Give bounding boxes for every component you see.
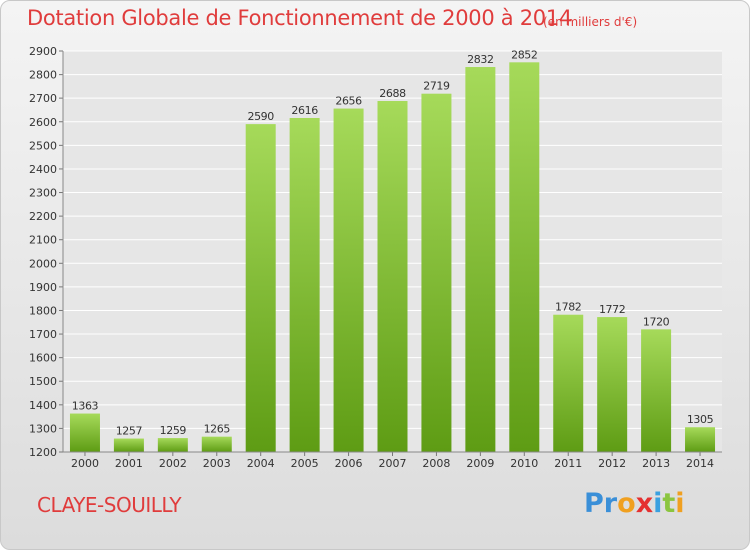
y-tick-label: 2800	[29, 69, 57, 82]
logo-letter: i	[653, 488, 663, 519]
proxiti-logo: Proxiti	[584, 488, 685, 519]
logo-letter: x	[635, 488, 654, 519]
x-tick-label: 2006	[335, 457, 363, 470]
y-tick-label: 2100	[29, 234, 57, 247]
value-label: 2719	[423, 80, 450, 93]
value-label: 1257	[116, 425, 143, 438]
bar	[201, 436, 232, 452]
y-tick-label: 2000	[29, 257, 57, 270]
x-tick-label: 2004	[247, 457, 275, 470]
logo-letter: P	[584, 488, 604, 519]
bar	[465, 67, 496, 452]
bar	[597, 317, 628, 452]
x-tick-label: 2009	[466, 457, 494, 470]
value-label: 2832	[467, 53, 493, 66]
logo-letter: r	[603, 488, 618, 519]
x-tick-label: 2007	[379, 457, 407, 470]
x-tick-label: 2010	[510, 457, 538, 470]
bar	[509, 62, 540, 452]
y-tick-label: 1500	[29, 375, 57, 388]
y-tick-label: 2600	[29, 116, 57, 129]
value-label: 1720	[643, 315, 670, 328]
x-tick-label: 2008	[422, 457, 450, 470]
x-tick-label: 2012	[598, 457, 626, 470]
value-label: 1363	[72, 400, 99, 413]
y-tick-label: 1400	[29, 399, 57, 412]
labels: 1200 1300 1400 1500 1600 1700 1800 1900 2000 2100…	[29, 45, 714, 470]
y-tick-label: 2200	[29, 210, 57, 223]
bar	[245, 124, 276, 452]
y-tick-label: 1300	[29, 422, 57, 435]
x-tick-label: 2014	[686, 457, 714, 470]
chart-unit: (en milliers d'€)	[543, 15, 638, 29]
bar	[685, 427, 716, 452]
y-tick-label: 2500	[29, 139, 57, 152]
x-tick-label: 2000	[71, 457, 99, 470]
logo-letter: t	[662, 488, 676, 519]
value-label: 1259	[160, 424, 187, 437]
bar	[289, 117, 320, 452]
y-tick-label: 1600	[29, 352, 57, 365]
value-label: 2616	[291, 104, 318, 117]
value-label: 2852	[511, 48, 537, 61]
logo-letter: i	[675, 488, 685, 519]
x-tick-label: 2005	[291, 457, 319, 470]
y-tick-label: 2700	[29, 92, 57, 105]
y-tick-label: 1800	[29, 304, 57, 317]
value-label: 1265	[204, 423, 231, 436]
x-tick-label: 2001	[115, 457, 143, 470]
bars	[69, 62, 716, 453]
y-tick-label: 2300	[29, 187, 57, 200]
axes	[59, 50, 722, 456]
commune-name: CLAYE-SOUILLY	[37, 493, 182, 517]
bar	[641, 329, 672, 452]
y-tick-label: 2900	[29, 45, 57, 58]
y-tick-label: 1900	[29, 281, 57, 294]
x-tick-label: 2002	[159, 457, 187, 470]
value-label: 1782	[555, 301, 581, 314]
y-tick-label: 1200	[29, 446, 57, 459]
bar	[69, 413, 100, 452]
value-label: 2656	[335, 95, 362, 108]
bar	[421, 93, 452, 452]
y-tick-label: 2400	[29, 163, 57, 176]
bar	[113, 438, 144, 452]
logo-letter: o	[617, 488, 636, 519]
x-tick-label: 2011	[554, 457, 582, 470]
chart-title: Dotation Globale de Fonctionnement de 20…	[27, 6, 572, 30]
value-label: 1305	[687, 413, 714, 426]
bar	[157, 438, 188, 452]
bar	[553, 314, 584, 452]
value-label: 1772	[599, 303, 625, 316]
value-label: 2688	[379, 87, 406, 100]
y-tick-label: 1700	[29, 328, 57, 341]
value-label: 2590	[247, 110, 274, 123]
x-tick-label: 2013	[642, 457, 670, 470]
x-tick-label: 2003	[203, 457, 231, 470]
bar	[333, 108, 364, 452]
bar	[377, 101, 408, 453]
